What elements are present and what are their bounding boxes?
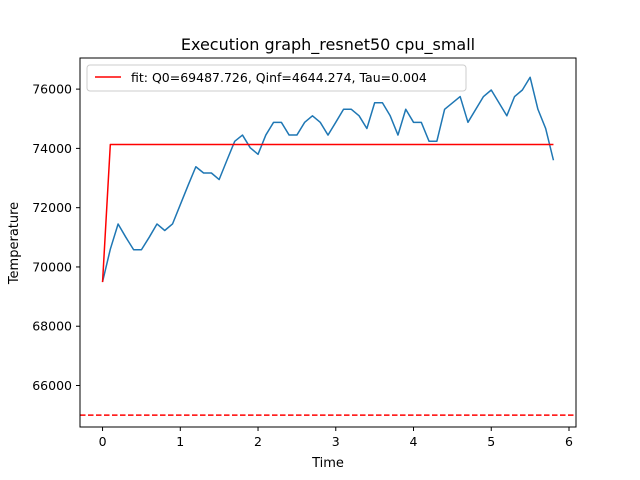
- series-layer: [80, 76, 576, 416]
- plot-area: [79, 57, 577, 428]
- chart-title: Execution graph_resnet50 cpu_small: [181, 35, 475, 55]
- x-tick-label: 4: [410, 434, 418, 449]
- x-tick-label: 5: [487, 434, 495, 449]
- x-tick-label: 2: [254, 434, 262, 449]
- series-line-1: [101, 143, 554, 283]
- x-tick-label: 1: [176, 434, 184, 449]
- y-tick-label: 68000: [32, 319, 72, 334]
- y-tick-label: 66000: [32, 378, 72, 393]
- x-tick-label: 6: [565, 434, 573, 449]
- x-axis: 0 1 2 3 4 5 6: [99, 427, 573, 449]
- y-axis: 66000 68000 70000 72000 74000 76000: [32, 82, 80, 393]
- y-tick-label: 74000: [32, 141, 72, 156]
- x-axis-label: Time: [311, 456, 344, 471]
- x-tick-label: 0: [99, 434, 107, 449]
- legend: fit: Q0=69487.726, Qinf=4644.274, Tau=0.…: [86, 64, 467, 92]
- legend-box: [86, 64, 467, 92]
- y-tick-label: 72000: [32, 200, 72, 215]
- series-line-0: [101, 76, 555, 282]
- y-axis-label: Temperature: [7, 202, 22, 285]
- x-tick-label: 3: [332, 434, 340, 449]
- axes-frame: [79, 57, 577, 428]
- legend-label-fit: fit: Q0=69487.726, Qinf=4644.274, Tau=0.…: [131, 70, 427, 85]
- y-tick-label: 70000: [32, 259, 72, 274]
- y-tick-label: 76000: [32, 82, 72, 97]
